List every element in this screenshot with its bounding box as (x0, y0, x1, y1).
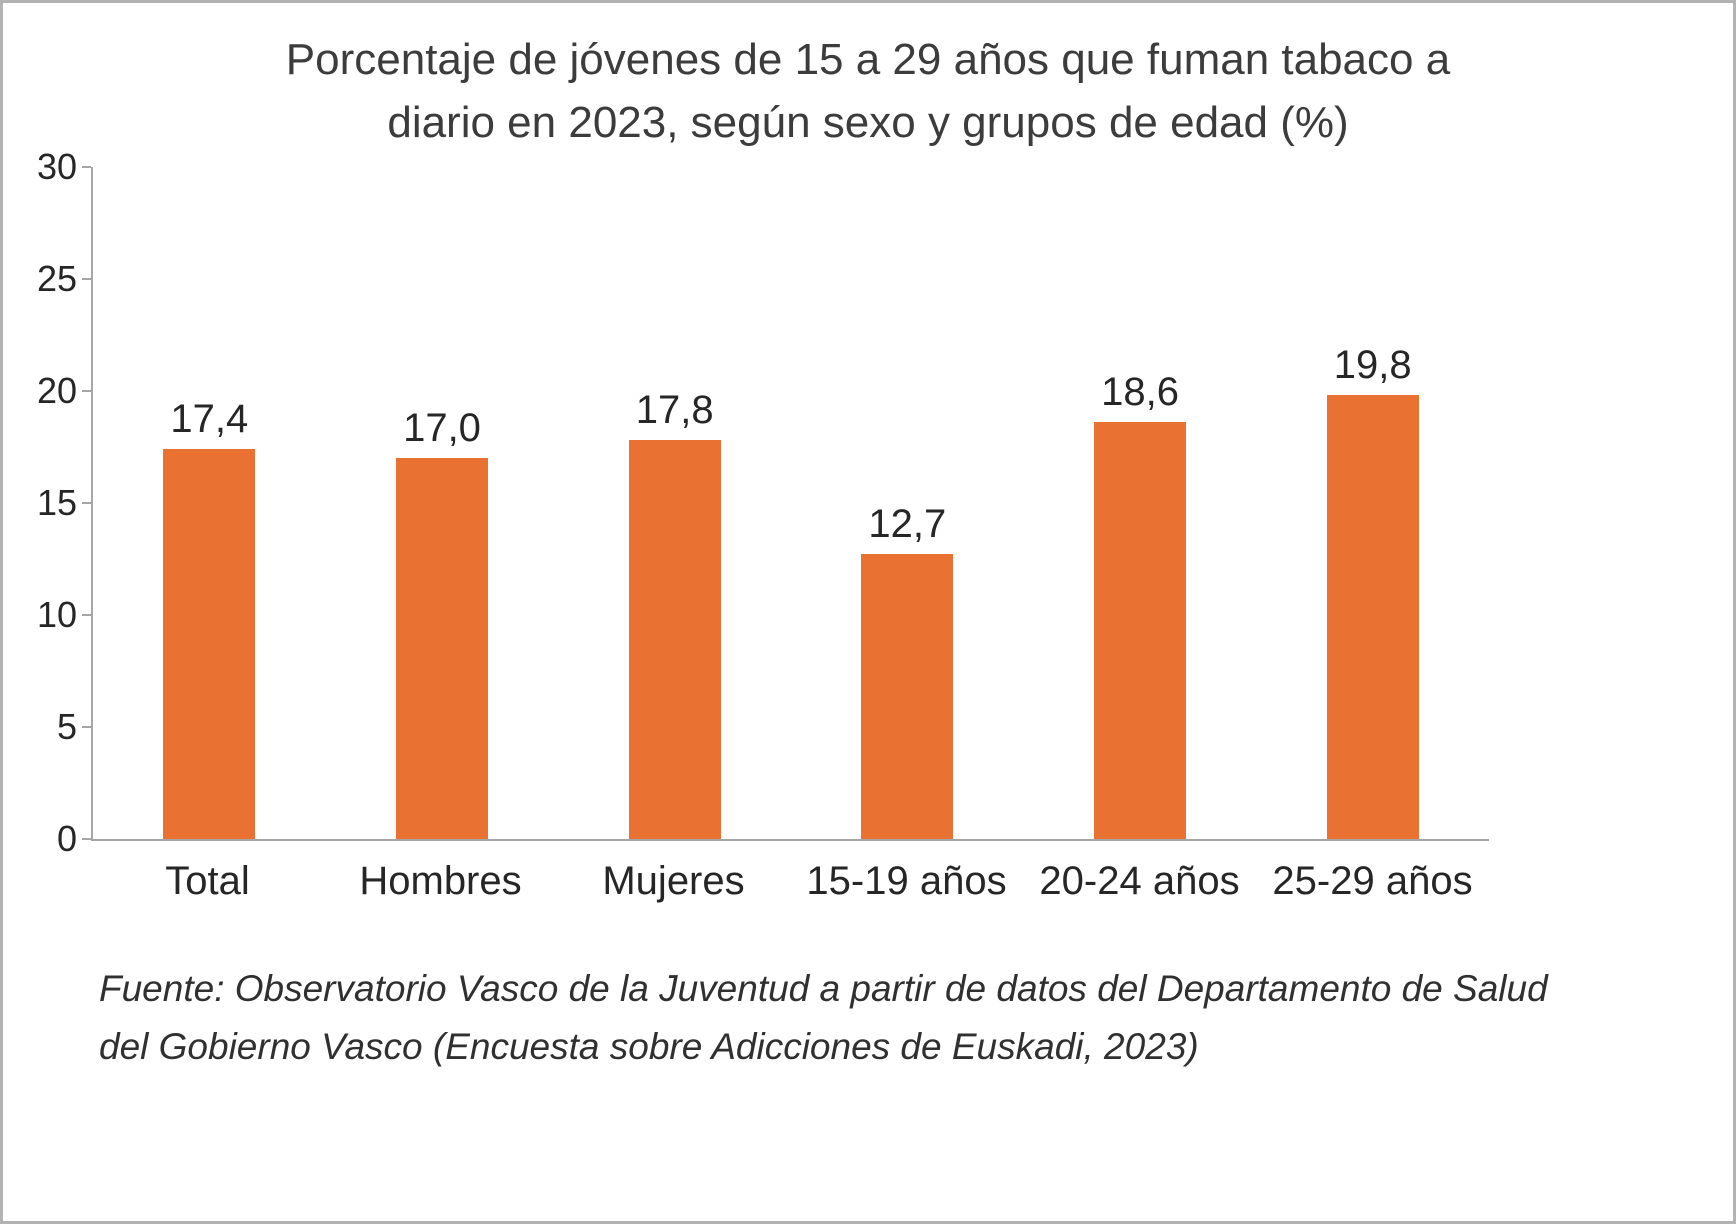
plot-area: 17,4 17,0 17,8 12,7 18,6 19,8 (82, 165, 1489, 841)
y-axis-tick-mark (82, 613, 91, 616)
bar (628, 440, 721, 839)
bar-group: 18,6 (1024, 167, 1257, 839)
x-axis-category-label: 25-29 años (1272, 858, 1473, 903)
chart-title: Porcentaje de jóvenes de 15 a 29 años qu… (285, 35, 1451, 147)
bar-group: 12,7 (791, 167, 1024, 839)
y-axis-tick-label: 20 (36, 369, 77, 411)
bar-group: 19,8 (1256, 167, 1489, 839)
x-axis-category-label: Mujeres (602, 858, 745, 903)
x-axis-labels: Total Hombres Mujeres 15-19 años 20-24 años 2… (91, 841, 1489, 904)
y-axis-tick-label: 0 (56, 817, 77, 859)
y-axis-tick-label: 5 (56, 705, 77, 747)
y-axis-tick-label: 30 (36, 145, 77, 187)
y-axis-tick-mark (82, 837, 91, 840)
y-axis-tick-mark (82, 501, 91, 504)
bar (861, 554, 954, 839)
plot-column: 17,4 17,0 17,8 12,7 18,6 19,8 Total Hombres Muj… (82, 165, 1489, 904)
x-axis-category-label: Hombres (359, 858, 522, 903)
bar-value-label: 17,0 (403, 406, 481, 451)
bar (163, 449, 256, 839)
bar (1094, 422, 1187, 839)
y-axis-tick-mark (82, 277, 91, 280)
chart-area: 0 5 10 15 20 25 30 17,4 17,0 17,8 12,7 18,6 19,8 To… (29, 146, 1489, 904)
y-axis-tick-mark (82, 165, 91, 168)
bar (396, 458, 488, 839)
bar-group: 17,0 (326, 167, 559, 839)
bar-value-label: 17,4 (170, 397, 249, 442)
bar-group: 17,4 (93, 167, 326, 839)
y-axis-tick-label: 15 (36, 481, 77, 523)
y-axis-tick-label: 25 (36, 257, 77, 299)
y-axis-tick-mark (82, 725, 91, 728)
x-axis-category-label: Total (165, 858, 250, 903)
bar (1326, 395, 1419, 839)
bar-group: 17,8 (558, 167, 791, 839)
y-axis-tick-mark (82, 389, 91, 392)
bar-value-label: 18,6 (1101, 370, 1179, 415)
x-axis-category-label: 15-19 años (806, 858, 1007, 903)
source-note: Fuente: Observatorio Vasco de la Juventu… (99, 967, 1548, 1068)
bar-value-label: 19,8 (1333, 343, 1412, 388)
y-axis: 0 5 10 15 20 25 30 (29, 146, 91, 859)
y-axis-tick-label: 10 (36, 593, 77, 635)
bar-value-label: 17,8 (635, 388, 714, 433)
bar-value-label: 12,7 (868, 502, 947, 547)
x-axis-category-label: 20-24 años (1039, 858, 1240, 903)
